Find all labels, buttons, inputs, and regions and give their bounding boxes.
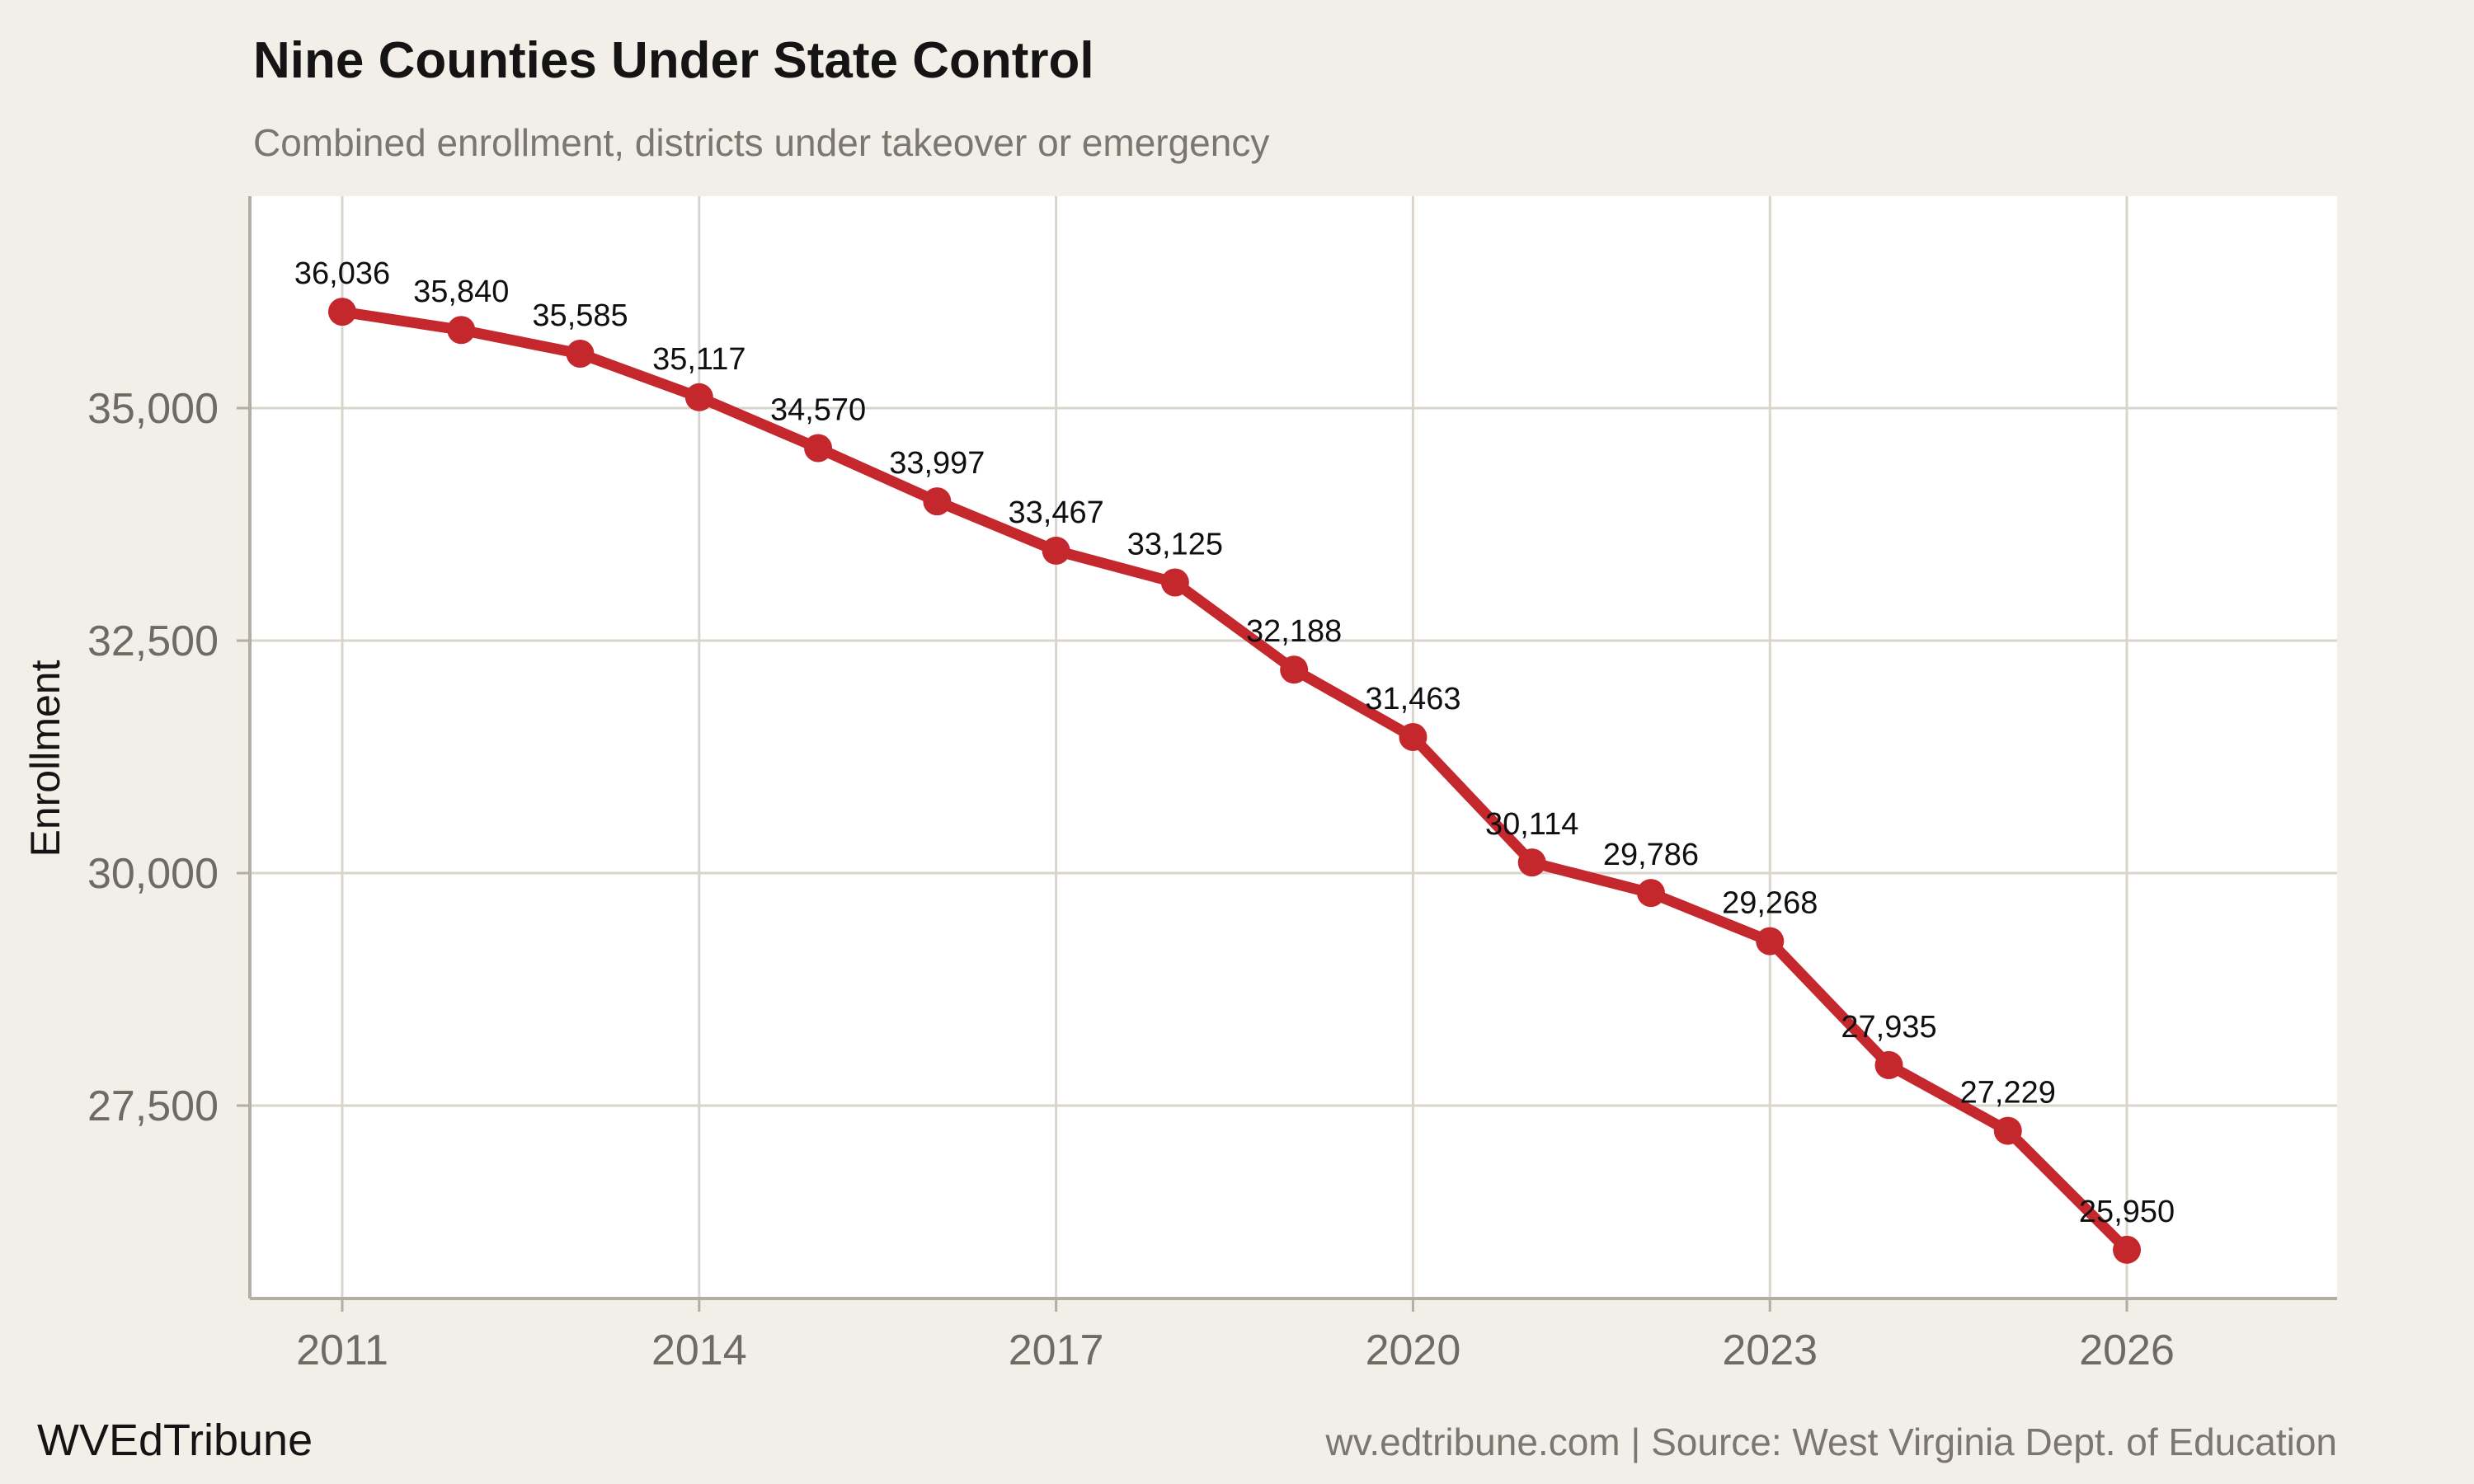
- data-point-label: 36,036: [294, 256, 390, 291]
- data-point-label: 34,570: [770, 393, 866, 428]
- enrollment-line: [336, 306, 2133, 1256]
- plot-area: [250, 196, 2337, 1298]
- y-tick-label: 32,500: [87, 618, 219, 665]
- chart-subtitle: Combined enrollment, districts under tak…: [253, 121, 1270, 164]
- data-point: [1636, 879, 1665, 908]
- y-tick-label: 27,500: [87, 1082, 219, 1130]
- data-point-label: 32,188: [1246, 614, 1342, 649]
- data-point: [1756, 927, 1785, 956]
- data-point: [566, 340, 595, 369]
- data-point-label: 31,463: [1365, 682, 1460, 716]
- x-tick-label: 2023: [1722, 1327, 1818, 1374]
- data-point: [1993, 1116, 2022, 1145]
- data-point: [328, 298, 356, 326]
- data-point: [1874, 1050, 1903, 1079]
- data-point: [804, 434, 833, 463]
- data-point: [1399, 722, 1427, 751]
- x-tick-label: 2026: [2079, 1327, 2175, 1374]
- data-point-label: 29,786: [1603, 838, 1699, 872]
- data-point: [923, 487, 952, 516]
- data-point-label: 35,585: [532, 298, 628, 333]
- data-point-label: 33,467: [1009, 495, 1104, 530]
- data-point-label: 35,117: [652, 342, 745, 377]
- x-tick-label: 2020: [1366, 1327, 1461, 1374]
- x-tick-label: 2011: [296, 1327, 388, 1374]
- y-axis-title: Enrollment: [22, 660, 68, 857]
- x-tick-label: 2014: [651, 1327, 747, 1374]
- data-point: [1517, 848, 1546, 877]
- data-point-label: 35,840: [413, 275, 509, 309]
- data-point-label: 27,229: [1960, 1076, 2056, 1111]
- footer-source: wv.edtribune.com | Source: West Virginia…: [1325, 1421, 2337, 1463]
- data-point-label: 30,114: [1485, 807, 1578, 842]
- data-point: [2113, 1235, 2142, 1264]
- data-point: [1042, 536, 1070, 565]
- data-point: [447, 316, 476, 345]
- data-point: [684, 383, 713, 411]
- y-tick-label: 35,000: [87, 385, 219, 433]
- data-point: [1280, 655, 1309, 684]
- data-point-label: 29,268: [1722, 886, 1818, 921]
- data-point: [1160, 568, 1189, 597]
- data-point-label: 27,935: [1841, 1010, 1936, 1045]
- data-point-label: 33,125: [1127, 528, 1223, 562]
- x-tick-label: 2017: [1009, 1327, 1104, 1374]
- data-point-label: 33,997: [889, 446, 985, 481]
- y-tick-label: 30,000: [87, 850, 219, 898]
- chart-title: Nine Counties Under State Control: [253, 32, 1094, 89]
- data-point-label: 25,950: [2079, 1195, 2175, 1229]
- footer-brand: WVEdTribune: [37, 1416, 313, 1465]
